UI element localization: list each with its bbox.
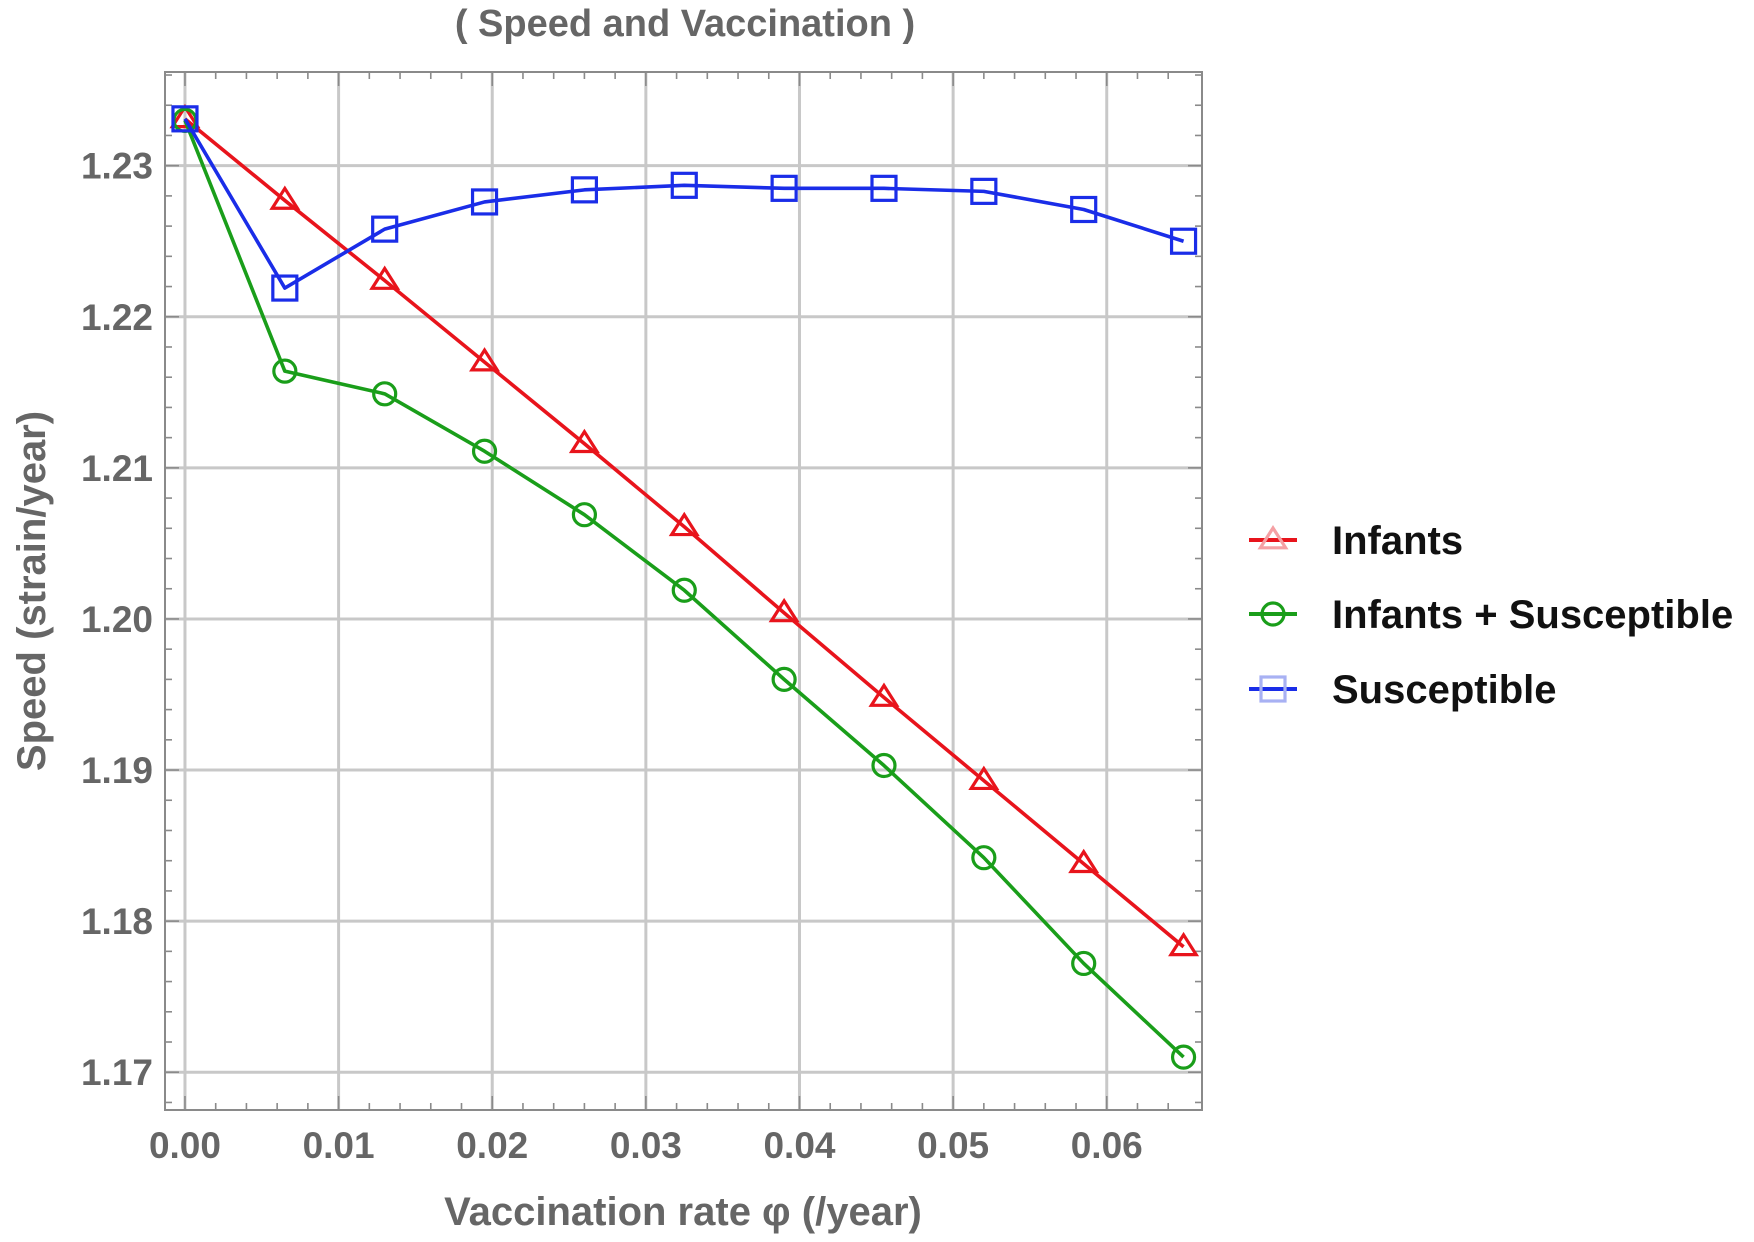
data-point: [1170, 1044, 1197, 1070]
legend-swatch-marker: [1259, 675, 1287, 703]
legend-swatch-marker: [1257, 525, 1289, 550]
series-layer: [169, 103, 1200, 1070]
data-point: [968, 765, 1000, 791]
legend-swatch-marker: [1260, 601, 1286, 627]
legend-item: Susceptible: [1249, 668, 1557, 712]
data-point: [670, 171, 698, 199]
tick-labels: 0.00 0.01 0.02 0.03 0.04 0.05 0.06 1.17 1.18 1.19…: [81, 146, 1143, 1166]
legend-label: Susceptible: [1332, 668, 1557, 712]
x-tick-label: 0.06: [1071, 1125, 1143, 1166]
data-point: [971, 845, 997, 871]
data-point: [269, 185, 301, 210]
data-point: [970, 177, 998, 205]
data-point: [469, 347, 501, 372]
legend-item: Infants + Susceptible: [1249, 593, 1733, 637]
data-point: [171, 105, 199, 133]
data-point: [470, 188, 499, 216]
y-tick-label: 1.19: [81, 750, 153, 791]
data-point: [1068, 848, 1100, 874]
grid: [165, 72, 1202, 1110]
data-point: [1169, 227, 1198, 255]
x-tick-label: 0.01: [303, 1125, 375, 1166]
y-tick-label: 1.18: [81, 901, 153, 942]
series-line: [183, 119, 1185, 1059]
x-tick-label: 0.05: [917, 1125, 989, 1166]
x-tick-label: 0.00: [149, 1125, 221, 1166]
series-infants-susceptible: [172, 107, 1197, 1070]
data-point: [169, 103, 201, 129]
data-point: [1070, 195, 1098, 224]
data-point: [369, 265, 401, 290]
data-point: [770, 174, 798, 202]
y-axis-label: Speed (strain/year): [10, 411, 54, 771]
data-point: [671, 577, 697, 603]
data-point: [570, 176, 599, 204]
data-point: [372, 381, 398, 407]
plot-frame: [164, 71, 1203, 1111]
y-tick-label: 1.23: [81, 146, 153, 187]
x-tick-label: 0.04: [763, 1125, 835, 1166]
legend: Infants Infants + Susceptible Susceptible: [1249, 519, 1733, 712]
data-point: [471, 438, 498, 464]
data-point: [768, 597, 800, 623]
chart-title: ( Speed and Vaccination ): [455, 3, 915, 45]
y-tick-label: 1.17: [81, 1052, 153, 1093]
series-line: [183, 117, 1185, 290]
legend-label: Infants + Susceptible: [1332, 593, 1733, 637]
legend-item: Infants: [1249, 519, 1463, 563]
data-point: [771, 666, 797, 692]
axis-ticks: [165, 72, 1202, 1110]
data-point: [571, 502, 598, 528]
data-point: [668, 511, 700, 537]
y-tick-label: 1.22: [81, 297, 153, 338]
data-point: [271, 274, 299, 302]
legend-label: Infants: [1332, 519, 1463, 563]
data-point: [1071, 950, 1097, 977]
data-point: [871, 752, 897, 779]
data-point: [568, 428, 600, 454]
series-line: [183, 117, 1185, 949]
x-axis-label: Vaccination rate φ (/year): [444, 1190, 922, 1234]
x-tick-label: 0.03: [610, 1125, 682, 1166]
x-tick-label: 0.02: [456, 1125, 528, 1166]
y-tick-label: 1.21: [81, 448, 153, 489]
data-point: [870, 174, 898, 202]
y-tick-label: 1.20: [81, 599, 153, 640]
data-point: [1168, 931, 1200, 957]
series-susceptible: [171, 105, 1198, 302]
data-point: [371, 215, 399, 243]
data-point: [868, 682, 900, 707]
series-infants: [169, 103, 1200, 957]
data-point: [272, 358, 298, 384]
